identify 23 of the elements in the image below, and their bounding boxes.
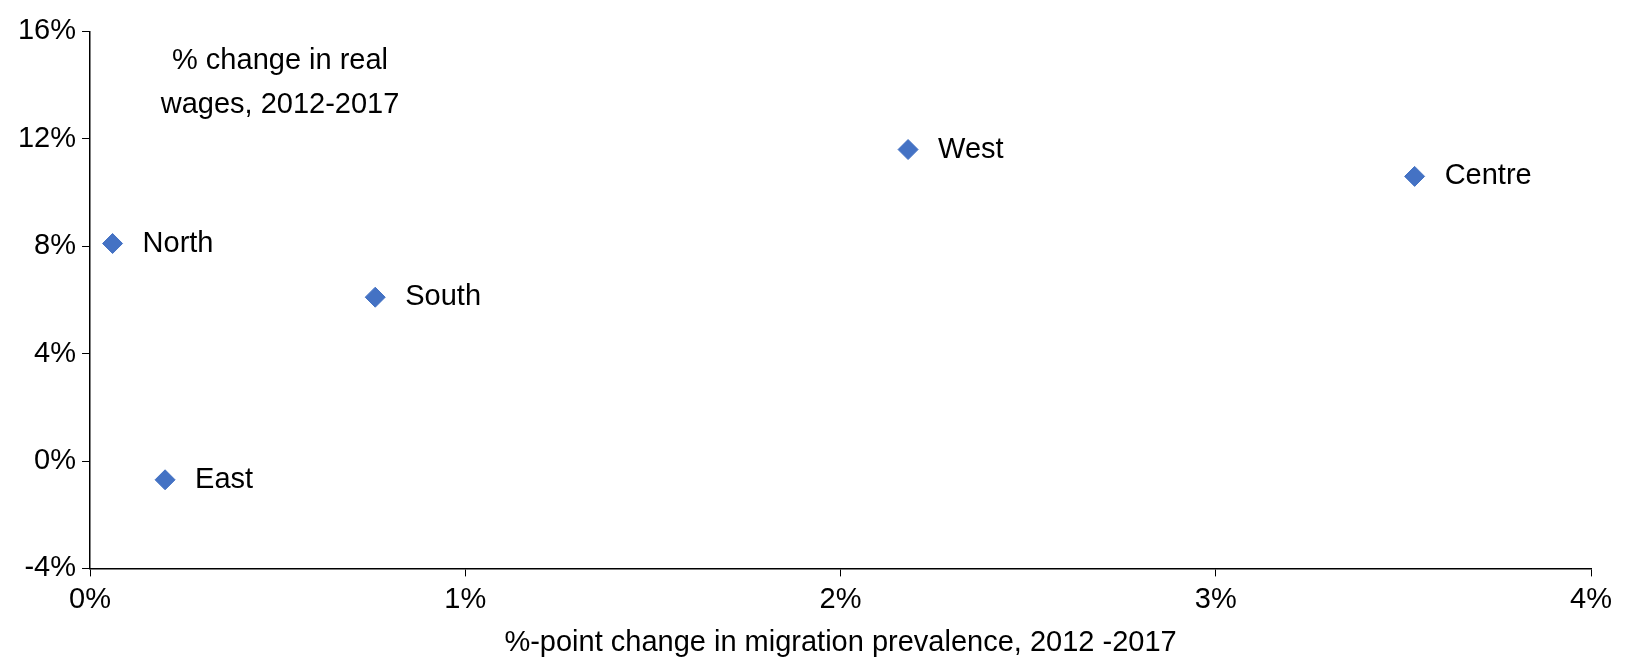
annotation: Centre (1444, 158, 1532, 191)
point (897, 139, 919, 161)
x-tick-label: 3% (1194, 581, 1237, 614)
annotation: South (405, 279, 482, 312)
annotation: West (938, 131, 1004, 164)
x-tick-label: 2% (819, 581, 862, 614)
y-tick-label: 0% (34, 443, 77, 475)
point (102, 233, 124, 255)
text: % change in real wages, 2012-2017 (159, 43, 400, 120)
annotation: East (195, 461, 254, 494)
y-tick-label: 4% (34, 335, 77, 368)
point (364, 286, 386, 308)
x-tick-label: 0% (69, 581, 111, 614)
y-tick-label: 12% (18, 120, 77, 153)
y-tick-label: 16% (18, 13, 77, 46)
x-tick-label: 4% (1570, 581, 1612, 614)
y-tick-label: 8% (34, 228, 77, 261)
point (1404, 165, 1426, 187)
x-axis-title: %-point change in migration prevalence, 2012 -2017 (504, 624, 1177, 657)
point (154, 469, 176, 491)
x-tick-label: 1% (444, 581, 487, 614)
annotation: North (142, 225, 214, 258)
y-tick-label: -4% (24, 550, 77, 583)
